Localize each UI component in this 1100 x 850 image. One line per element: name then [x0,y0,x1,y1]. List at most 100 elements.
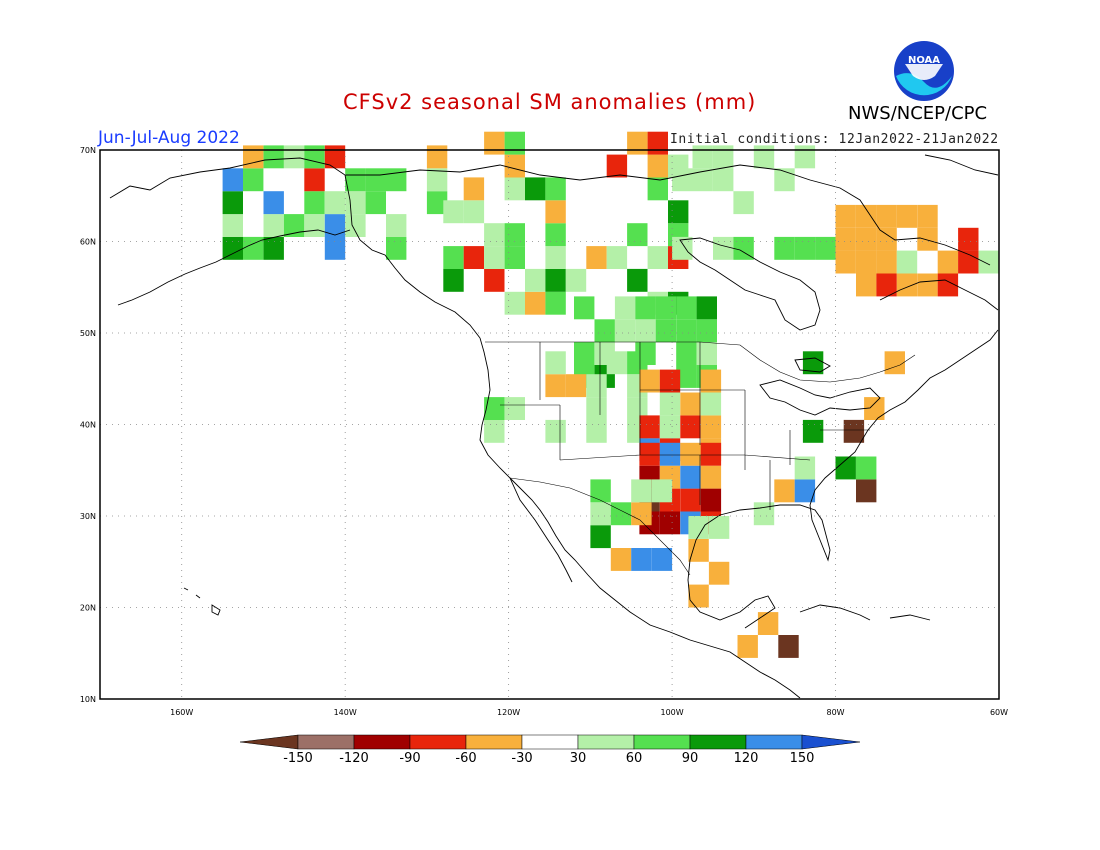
labrador [879,279,999,311]
anomaly-cell [426,191,448,215]
greenland [924,154,999,176]
colorbar-swatch [745,734,803,750]
anomaly-cell [937,273,959,297]
gulf-coast [687,504,831,629]
anomaly-cell [304,191,325,215]
anomaly-cell [647,154,668,178]
anomaly-cell [659,392,681,416]
arctic-coast [345,164,991,266]
anomaly-cell [794,236,816,260]
anomaly-cell [713,236,734,260]
colorbar-label: 30 [570,751,587,766]
map-title: CFSv2 seasonal SM anomalies (mm) [343,90,757,114]
baja [509,477,573,583]
anomaly-cell [876,204,897,228]
anomaly-cell [659,369,681,393]
anomaly-cell [590,479,611,503]
anomaly-cell [345,168,366,192]
anomaly-cell [843,419,865,443]
anomaly-cell [586,397,607,420]
anomaly-cell [835,456,856,480]
anomaly-cell [263,236,284,260]
state-lines [500,342,870,510]
colorbar: -150 -120 -90 -60 -30 30 60 90 120 150 [239,734,861,766]
anomaly-cell [504,223,525,247]
anomaly-cell [680,488,701,512]
anomaly-cell [222,236,243,260]
anomaly-cell [835,227,856,251]
anomaly-cell [283,214,305,237]
anomaly-cell [696,342,717,365]
lon-label: 160W [170,708,193,717]
colorbar-swatch [521,734,579,750]
anomaly-cell [757,612,779,635]
lat-label: 10N [80,695,96,704]
anomaly-cell [606,246,628,269]
political-borders [485,341,916,576]
anomaly-cell [639,442,660,466]
anomaly-cell [504,154,525,178]
anomaly-cell [688,516,709,539]
anomaly-cell [243,168,264,192]
anomaly-cell [937,250,959,274]
agency-label: NWS/NCEP/CPC [848,103,988,124]
anomaly-cell [484,223,505,247]
anomaly-cell [463,246,485,269]
anomaly-cell [504,131,525,155]
anomaly-cell [688,538,709,562]
anomaly-cell [504,246,525,269]
anomaly-cell [545,268,566,292]
anomaly-cell [463,200,485,224]
anomaly-cell [680,392,701,416]
anomaly-cell [614,296,636,320]
anomaly-cell [676,342,697,365]
anomaly-cell [243,236,264,260]
anomaly-cell [426,145,448,169]
anomaly-cell [631,502,652,526]
anomaly-cell [324,236,346,260]
lat-label: 40N [80,421,96,430]
colorbar-label: -60 [455,751,476,766]
anomaly-cell [283,145,305,169]
anomaly-cell [680,415,701,439]
anomaly-cell [545,223,566,247]
anomaly-cell [794,456,816,480]
anomaly-cell [263,191,284,215]
anomaly-cell [627,268,648,292]
anomaly-cell [639,415,660,439]
colorbar-label: 60 [626,751,643,766]
anomaly-cells [222,131,999,658]
anomaly-cell [733,191,754,215]
anomaly-cell [655,296,677,320]
anomaly-cell [606,351,628,375]
anomaly-cell [680,465,701,489]
anomaly-cell [672,236,693,260]
lon-label: 60W [990,708,1008,717]
anomaly-cell [700,465,722,489]
anomaly-cell [386,214,407,237]
anomaly-cell [917,204,938,228]
initial-conditions-label: Initial conditions: 12Jan2022-21Jan2022 [670,132,999,147]
colorbar-label: 150 [790,751,815,766]
us-mexico-border [509,477,691,576]
great-lakes [759,357,881,416]
anomaly-cell [365,168,386,192]
anomaly-cell [631,479,652,503]
anomaly-cell [222,191,243,215]
anomaly-cell [700,392,722,416]
anomaly-cell [304,145,325,169]
anomaly-cell [484,268,505,292]
colorbar-right-arrow [801,734,861,750]
alaska-coast [109,157,481,339]
anomaly-cell [884,351,905,375]
coastlines [109,154,999,699]
anomaly-cell [713,168,734,192]
lon-label: 100W [660,708,683,717]
anomaly-cell [774,168,795,192]
colorbar-swatch [689,734,747,750]
anomaly-cell [815,236,836,260]
anomaly-cell [586,246,607,269]
anomaly-cell [484,246,505,269]
anomaly-cell [692,168,713,192]
axis-labels: 70N 60N 50N 40N 30N 20N 10N 160W 140W 120W 100W 80W… [80,146,1008,717]
